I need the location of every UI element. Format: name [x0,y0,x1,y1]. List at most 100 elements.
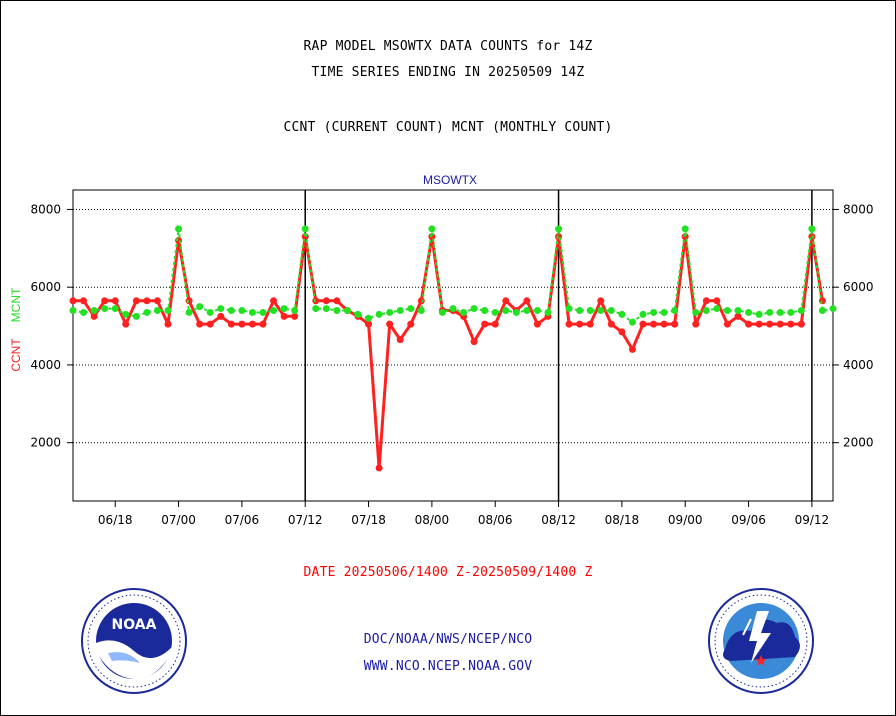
data-point-ccnt [291,312,299,320]
data-point-mcnt [270,307,278,315]
series-ccnt [69,233,826,472]
data-point-ccnt [248,320,256,328]
data-point-mcnt [797,307,805,315]
data-point-ccnt [650,320,658,328]
data-point-mcnt [766,308,774,316]
data-point-ccnt [196,320,204,328]
data-point-ccnt [745,320,753,328]
x-tick-label: 07/00 [161,513,196,527]
data-point-mcnt [702,307,710,315]
data-point-mcnt [745,308,753,316]
data-point-mcnt [470,305,478,313]
data-point-ccnt [692,320,700,328]
data-point-ccnt [312,297,320,305]
data-point-mcnt [375,310,383,318]
data-point-mcnt [438,308,446,316]
data-point-ccnt [375,464,383,472]
data-point-ccnt [766,320,774,328]
data-point-mcnt [227,307,235,315]
data-point-ccnt [111,297,119,305]
x-tick-label: 09/12 [795,513,830,527]
data-point-ccnt [333,297,341,305]
x-tick-label: 09/00 [668,513,703,527]
data-point-ccnt [660,320,668,328]
data-point-mcnt [417,307,425,315]
data-point-mcnt [280,305,288,313]
data-point-ccnt [227,320,235,328]
data-point-ccnt [565,320,573,328]
data-point-mcnt [143,308,151,316]
y-tick-label-left: 6000 [30,280,61,294]
data-point-mcnt [639,310,647,318]
data-point-mcnt [755,310,763,318]
data-point-ccnt [618,328,626,336]
data-point-mcnt [90,307,98,315]
data-point-mcnt [396,307,404,315]
y-tick-label-right: 2000 [843,436,874,450]
data-point-mcnt [185,308,193,316]
data-point-mcnt [407,305,415,313]
data-point-mcnt [776,308,784,316]
data-point-mcnt [132,312,140,320]
data-point-ccnt [153,297,161,305]
data-point-ccnt [386,320,394,328]
data-point-ccnt [322,297,330,305]
data-point-mcnt [111,305,119,313]
data-point-mcnt [650,308,658,316]
data-point-mcnt [692,308,700,316]
ylabel-ccnt: CCNT [9,338,23,372]
data-point-mcnt [618,310,626,318]
y-axis-label: CCNT MCNT [9,287,23,372]
y-axis-right: 2000 4000 6000 8000 [833,202,874,450]
data-point-mcnt [723,307,731,315]
data-point-mcnt [481,307,489,315]
data-point-ccnt [280,312,288,320]
data-point-ccnt [723,320,731,328]
data-point-mcnt [175,225,183,233]
y-tick-label-left: 2000 [30,436,61,450]
data-point-mcnt [734,307,742,315]
noaa-logo-text: NOAA [112,617,157,633]
data-point-mcnt [491,308,499,316]
data-point-mcnt [681,225,689,233]
noaa-logo: NOAA [81,588,187,694]
x-tick-label: 08/18 [605,513,640,527]
data-point-mcnt [533,307,541,315]
data-point-mcnt [565,305,573,313]
data-point-ccnt [787,320,795,328]
data-point-mcnt [122,310,130,318]
data-point-mcnt [597,307,605,315]
data-point-mcnt [322,305,330,313]
data-point-mcnt [333,307,341,315]
data-point-ccnt [607,320,615,328]
data-point-ccnt [365,320,373,328]
data-point-ccnt [90,312,98,320]
y-tick-label-right: 4000 [843,358,874,372]
data-point-ccnt [164,320,172,328]
data-point-mcnt [428,225,436,233]
data-point-mcnt [196,303,204,311]
data-point-mcnt [607,307,615,315]
data-point-ccnt [702,297,710,305]
data-point-ccnt [671,320,679,328]
data-point-ccnt [101,297,109,305]
website-label: WWW.NCO.NCEP.NOAA.GOV [363,659,533,674]
data-point-mcnt [238,307,246,315]
y-axis-left: 2000 4000 6000 8000 [30,202,73,450]
data-point-mcnt [386,308,394,316]
data-point-mcnt [248,308,256,316]
x-tick-label: 07/18 [351,513,386,527]
data-point-ccnt [217,312,225,320]
x-tick-label: 09/06 [731,513,766,527]
data-point-mcnt [671,307,679,315]
y-tick-label-left: 4000 [30,358,61,372]
data-point-ccnt [533,320,541,328]
data-point-ccnt [69,297,77,305]
data-point-ccnt [797,320,805,328]
data-point-mcnt [301,225,309,233]
data-point-ccnt [122,320,130,328]
y-tick-label-right: 8000 [843,202,874,216]
data-point-ccnt [491,320,499,328]
data-point-mcnt [343,307,351,315]
data-point-mcnt [153,307,161,315]
